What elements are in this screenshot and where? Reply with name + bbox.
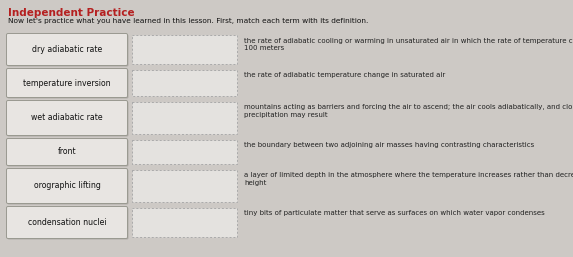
- Text: the rate of adiabatic temperature change in saturated air: the rate of adiabatic temperature change…: [244, 72, 445, 78]
- Text: the rate of adiabatic cooling or warming in unsaturated air in which the rate of: the rate of adiabatic cooling or warming…: [244, 37, 573, 51]
- FancyBboxPatch shape: [6, 33, 128, 66]
- Text: the boundary between two adjoining air masses having contrasting characteristics: the boundary between two adjoining air m…: [244, 142, 534, 148]
- FancyBboxPatch shape: [6, 139, 128, 166]
- Text: condensation nuclei: condensation nuclei: [28, 218, 107, 227]
- FancyBboxPatch shape: [7, 34, 128, 67]
- FancyBboxPatch shape: [6, 207, 128, 238]
- Bar: [132, 70, 237, 96]
- FancyBboxPatch shape: [6, 69, 128, 97]
- Bar: [132, 208, 237, 237]
- Text: a layer of limited depth in the atmosphere where the temperature increases rathe: a layer of limited depth in the atmosphe…: [244, 172, 573, 186]
- FancyBboxPatch shape: [7, 102, 128, 136]
- Text: front: front: [58, 148, 76, 157]
- FancyBboxPatch shape: [7, 69, 128, 98]
- Bar: [132, 35, 237, 64]
- FancyBboxPatch shape: [7, 170, 128, 205]
- Text: dry adiabatic rate: dry adiabatic rate: [32, 45, 102, 54]
- Bar: [132, 170, 237, 202]
- Text: mountains acting as barriers and forcing the air to ascend; the air cools adiaba: mountains acting as barriers and forcing…: [244, 104, 573, 117]
- Bar: [132, 102, 237, 134]
- FancyBboxPatch shape: [7, 140, 128, 167]
- Text: Now let's practice what you have learned in this lesson. First, match each term : Now let's practice what you have learned…: [8, 18, 368, 24]
- Text: wet adiabatic rate: wet adiabatic rate: [31, 114, 103, 123]
- Bar: [132, 140, 237, 164]
- Text: orographic lifting: orographic lifting: [34, 181, 100, 190]
- Text: Independent Practice: Independent Practice: [8, 8, 135, 18]
- Text: tiny bits of particulate matter that serve as surfaces on which water vapor cond: tiny bits of particulate matter that ser…: [244, 210, 545, 216]
- Text: temperature inversion: temperature inversion: [23, 78, 111, 87]
- FancyBboxPatch shape: [6, 169, 128, 204]
- FancyBboxPatch shape: [6, 100, 128, 135]
- FancyBboxPatch shape: [7, 207, 128, 240]
